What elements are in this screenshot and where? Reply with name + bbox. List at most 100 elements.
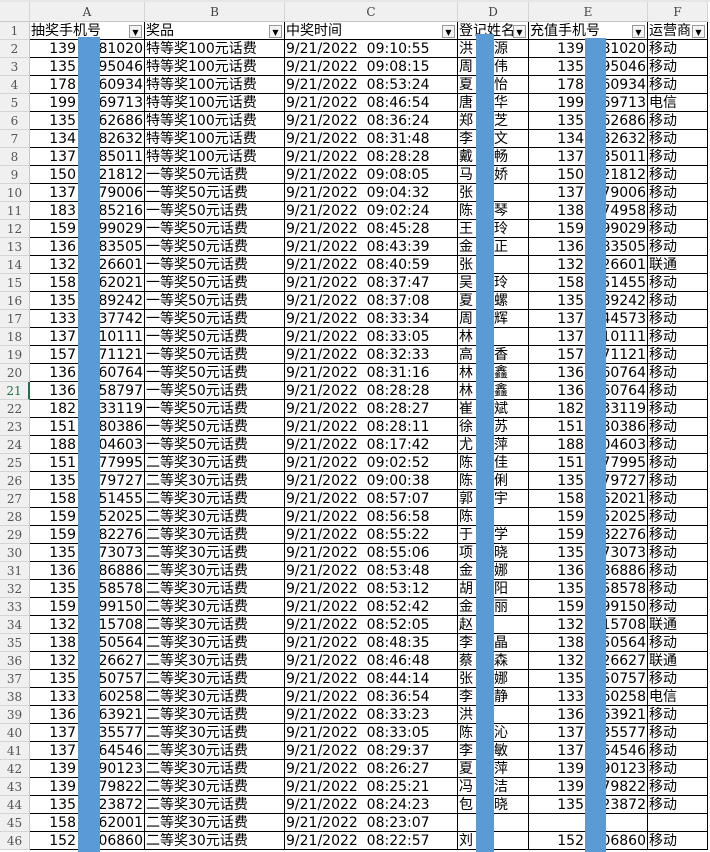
- prize-cell[interactable]: 一等奖50元话费: [145, 220, 285, 238]
- row-header-17[interactable]: 17: [0, 310, 30, 328]
- win-time-cell[interactable]: 9/21/2022 08:40:59: [285, 256, 458, 274]
- column-header-A[interactable]: A: [30, 2, 145, 22]
- carrier-cell[interactable]: 移动: [648, 346, 708, 364]
- carrier-cell[interactable]: 移动: [648, 832, 708, 850]
- row-header-7[interactable]: 7: [0, 130, 30, 148]
- carrier-cell[interactable]: 联通: [648, 616, 708, 634]
- header-cell-B[interactable]: 奖品 ▼: [145, 22, 285, 40]
- prize-cell[interactable]: 二等奖30元话费: [145, 526, 285, 544]
- carrier-cell[interactable]: 移动: [648, 778, 708, 796]
- win-time-cell[interactable]: 9/21/2022 08:33:05: [285, 724, 458, 742]
- win-time-cell[interactable]: 9/21/2022 08:24:23: [285, 796, 458, 814]
- lottery-phone-cell[interactable]: 135 73073: [30, 544, 145, 562]
- row-header-41[interactable]: 41: [0, 742, 30, 760]
- carrier-cell[interactable]: 移动: [648, 292, 708, 310]
- recharge-phone-cell[interactable]: 159 99150: [529, 598, 648, 616]
- win-time-cell[interactable]: 9/21/2022 08:17:42: [285, 436, 458, 454]
- recharge-phone-cell[interactable]: 188 04603: [529, 436, 648, 454]
- lottery-phone-cell[interactable]: 158 62021: [30, 274, 145, 292]
- row-header-29[interactable]: 29: [0, 526, 30, 544]
- lottery-phone-cell[interactable]: 182 33119: [30, 400, 145, 418]
- win-time-cell[interactable]: 9/21/2022 08:57:07: [285, 490, 458, 508]
- prize-cell[interactable]: 一等奖50元话费: [145, 418, 285, 436]
- win-time-cell[interactable]: 9/21/2022 08:53:12: [285, 580, 458, 598]
- filter-dropdown-icon[interactable]: ▼: [442, 25, 455, 38]
- carrier-cell[interactable]: 移动: [648, 382, 708, 400]
- row-header-34[interactable]: 34: [0, 616, 30, 634]
- win-time-cell[interactable]: 9/21/2022 08:53:24: [285, 76, 458, 94]
- column-header-B[interactable]: B: [145, 2, 285, 22]
- carrier-cell[interactable]: 联通: [648, 652, 708, 670]
- row-header-39[interactable]: 39: [0, 706, 30, 724]
- prize-cell[interactable]: 一等奖50元话费: [145, 436, 285, 454]
- win-time-cell[interactable]: 9/21/2022 08:28:11: [285, 418, 458, 436]
- carrier-cell[interactable]: 移动: [648, 526, 708, 544]
- win-time-cell[interactable]: 9/21/2022 08:36:24: [285, 112, 458, 130]
- prize-cell[interactable]: 二等奖30元话费: [145, 724, 285, 742]
- row-header-37[interactable]: 37: [0, 670, 30, 688]
- row-header-16[interactable]: 16: [0, 292, 30, 310]
- filter-dropdown-icon[interactable]: ▼: [632, 25, 645, 38]
- carrier-cell[interactable]: 移动: [648, 670, 708, 688]
- carrier-cell[interactable]: 移动: [648, 238, 708, 256]
- row-header-4[interactable]: 4: [0, 76, 30, 94]
- recharge-phone-cell[interactable]: 199 69713: [529, 94, 648, 112]
- carrier-cell[interactable]: 移动: [648, 184, 708, 202]
- row-header-28[interactable]: 28: [0, 508, 30, 526]
- row-header-9[interactable]: 9: [0, 166, 30, 184]
- carrier-cell[interactable]: 电信: [648, 688, 708, 706]
- win-time-cell[interactable]: 9/21/2022 08:44:14: [285, 670, 458, 688]
- prize-cell[interactable]: 一等奖50元话费: [145, 346, 285, 364]
- carrier-cell[interactable]: 移动: [648, 562, 708, 580]
- win-time-cell[interactable]: 9/21/2022 08:53:48: [285, 562, 458, 580]
- prize-cell[interactable]: 特等奖100元话费: [145, 76, 285, 94]
- win-time-cell[interactable]: 9/21/2022 08:31:48: [285, 130, 458, 148]
- row-header-40[interactable]: 40: [0, 724, 30, 742]
- carrier-cell[interactable]: 移动: [648, 40, 708, 58]
- lottery-phone-cell[interactable]: 135 89242: [30, 292, 145, 310]
- carrier-cell[interactable]: 移动: [648, 742, 708, 760]
- lottery-phone-cell[interactable]: 135 62686: [30, 112, 145, 130]
- prize-cell[interactable]: 特等奖100元话费: [145, 112, 285, 130]
- row-header-20[interactable]: 20: [0, 364, 30, 382]
- registered-name-cell[interactable]: 周辉: [458, 310, 529, 328]
- row-header-8[interactable]: 8: [0, 148, 30, 166]
- win-time-cell[interactable]: 9/21/2022 09:02:24: [285, 202, 458, 220]
- win-time-cell[interactable]: 9/21/2022 08:45:28: [285, 220, 458, 238]
- carrier-cell[interactable]: 移动: [648, 328, 708, 346]
- registered-name-cell[interactable]: 夏怡: [458, 76, 529, 94]
- row-header-30[interactable]: 30: [0, 544, 30, 562]
- win-time-cell[interactable]: 9/21/2022 08:43:39: [285, 238, 458, 256]
- carrier-cell[interactable]: 移动: [648, 220, 708, 238]
- carrier-cell[interactable]: 移动: [648, 202, 708, 220]
- win-time-cell[interactable]: 9/21/2022 09:00:38: [285, 472, 458, 490]
- carrier-cell[interactable]: 移动: [648, 544, 708, 562]
- prize-cell[interactable]: 二等奖30元话费: [145, 598, 285, 616]
- carrier-cell[interactable]: 移动: [648, 76, 708, 94]
- row-header-6[interactable]: 6: [0, 112, 30, 130]
- prize-cell[interactable]: 二等奖30元话费: [145, 454, 285, 472]
- filter-dropdown-icon[interactable]: ▼: [692, 25, 705, 38]
- header-cell-F[interactable]: 运营商 ▼: [648, 22, 708, 40]
- win-time-cell[interactable]: 9/21/2022 08:29:37: [285, 742, 458, 760]
- prize-cell[interactable]: 一等奖50元话费: [145, 274, 285, 292]
- prize-cell[interactable]: 二等奖30元话费: [145, 634, 285, 652]
- prize-cell[interactable]: 特等奖100元话费: [145, 130, 285, 148]
- prize-cell[interactable]: 一等奖50元话费: [145, 184, 285, 202]
- row-header-14[interactable]: 14: [0, 256, 30, 274]
- prize-cell[interactable]: 二等奖30元话费: [145, 706, 285, 724]
- win-time-cell[interactable]: 9/21/2022 09:04:32: [285, 184, 458, 202]
- registered-name-cell[interactable]: 包晓: [458, 796, 529, 814]
- column-header-F[interactable]: F: [648, 2, 708, 22]
- row-header-35[interactable]: 35: [0, 634, 30, 652]
- recharge-phone-cell[interactable]: 136 60764: [529, 382, 648, 400]
- carrier-cell[interactable]: 移动: [648, 148, 708, 166]
- carrier-cell[interactable]: 移动: [648, 724, 708, 742]
- row-header-27[interactable]: 27: [0, 490, 30, 508]
- carrier-cell[interactable]: 移动: [648, 436, 708, 454]
- carrier-cell[interactable]: 移动: [648, 58, 708, 76]
- prize-cell[interactable]: 二等奖30元话费: [145, 796, 285, 814]
- carrier-cell[interactable]: 移动: [648, 454, 708, 472]
- win-time-cell[interactable]: 9/21/2022 08:37:47: [285, 274, 458, 292]
- carrier-cell[interactable]: 移动: [648, 760, 708, 778]
